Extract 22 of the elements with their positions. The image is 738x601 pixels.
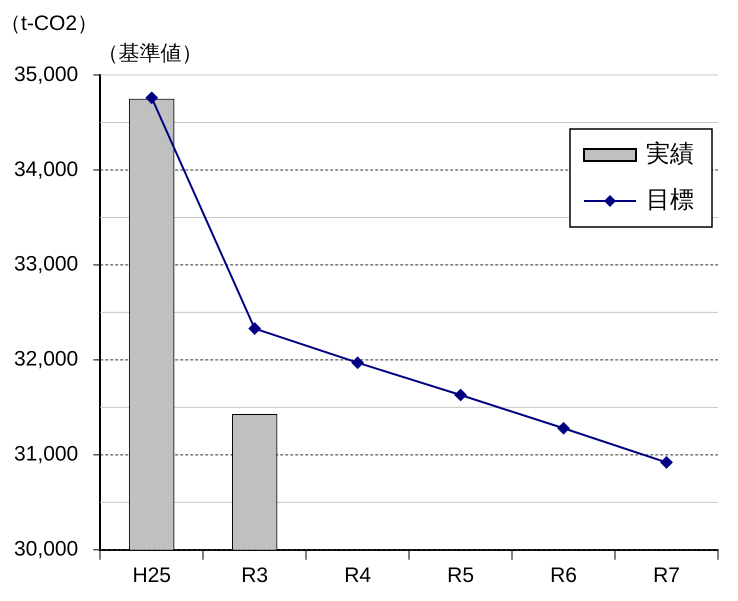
x-tick-label: R4 — [344, 564, 372, 588]
y-tick-label: 35,000 — [14, 62, 78, 86]
point — [352, 356, 364, 369]
point — [454, 389, 467, 402]
point — [146, 92, 158, 104]
x-tick-label: R7 — [653, 564, 680, 588]
x-tick-label: H25 — [132, 564, 171, 588]
y-axis-title: （t-CO2） — [0, 12, 98, 35]
legend-label: 目標 — [646, 186, 694, 214]
x-tick-label: R6 — [550, 564, 577, 588]
text: （基準値） — [98, 42, 203, 65]
y-tick-label: 33,000 — [14, 252, 78, 276]
x-tick-label: R5 — [447, 564, 474, 588]
x-tick-label: R3 — [241, 564, 268, 588]
y-tick-label: 32,000 — [14, 348, 78, 371]
y-tick-label: 34,000 — [14, 158, 78, 181]
y-tick-label: 31,000 — [14, 442, 78, 466]
legend-label: 実績 — [646, 140, 694, 168]
point — [660, 456, 673, 468]
y-tick-label: 30,000 — [14, 538, 78, 561]
point — [248, 322, 261, 335]
point — [558, 422, 570, 434]
